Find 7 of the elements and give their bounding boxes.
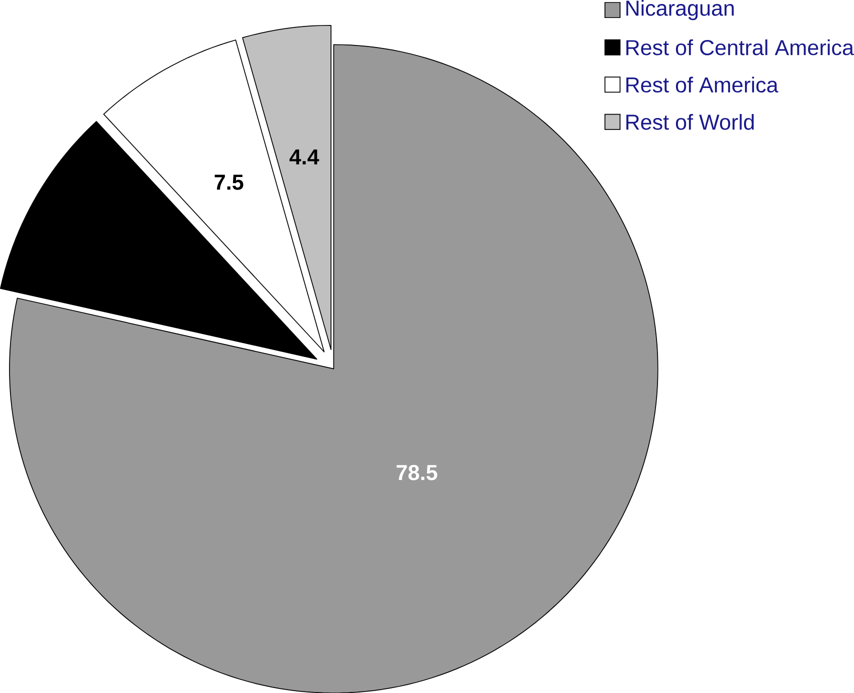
- legend-label: Nicaraguan: [626, 0, 734, 20]
- legend-label: Rest of World: [626, 114, 754, 130]
- legend-label: Rest of America: [626, 76, 778, 92]
- data-label: 4.4: [290, 149, 320, 164]
- legend-label: Rest of Central America: [626, 39, 854, 56]
- data-label: 7.5: [214, 174, 244, 190]
- data-label: 78.5: [396, 464, 438, 480]
